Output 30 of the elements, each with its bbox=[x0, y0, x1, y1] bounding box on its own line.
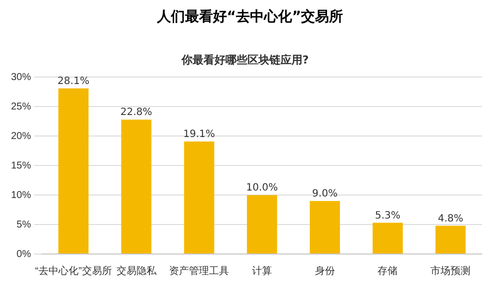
data-label: 19.1% bbox=[183, 129, 216, 140]
bar bbox=[246, 195, 278, 254]
x-tick-label: 市场预测 bbox=[430, 264, 471, 277]
x-tick-label: 资产管理工具 bbox=[169, 264, 230, 277]
y-tick-label: 25% bbox=[11, 101, 32, 112]
bar bbox=[121, 120, 152, 254]
bar bbox=[372, 222, 403, 254]
x-tick-label: 存储 bbox=[378, 264, 398, 277]
y-tick-label: 20% bbox=[11, 130, 32, 142]
data-label: 4.8% bbox=[438, 213, 464, 224]
bar bbox=[184, 141, 214, 254]
bar bbox=[58, 88, 89, 254]
x-tick-label: 交易隐私 bbox=[116, 264, 158, 277]
data-label: 9.0% bbox=[312, 188, 338, 200]
x-tick-label: 身份 bbox=[314, 264, 335, 277]
y-tick-label: 5% bbox=[16, 219, 32, 230]
data-label: 28.1% bbox=[58, 76, 90, 87]
y-tick-label: 15% bbox=[11, 160, 32, 172]
x-tick-label: “去中心化”交易所 bbox=[35, 264, 112, 277]
data-label: 10.0% bbox=[246, 182, 278, 194]
y-tick-label: 0% bbox=[16, 248, 32, 260]
y-tick-label: 10% bbox=[11, 190, 32, 201]
chart-subtitle: 你最看好哪些区块链应用? bbox=[180, 53, 309, 66]
x-tick-label: 计算 bbox=[252, 264, 272, 277]
bar bbox=[435, 226, 466, 254]
bar bbox=[310, 200, 340, 254]
data-label: 5.3% bbox=[375, 210, 400, 222]
y-tick-label: 30% bbox=[11, 72, 32, 83]
data-label: 22.8% bbox=[120, 107, 152, 118]
chart-title: 人们最看好“去中心化”交易所 bbox=[156, 8, 344, 26]
